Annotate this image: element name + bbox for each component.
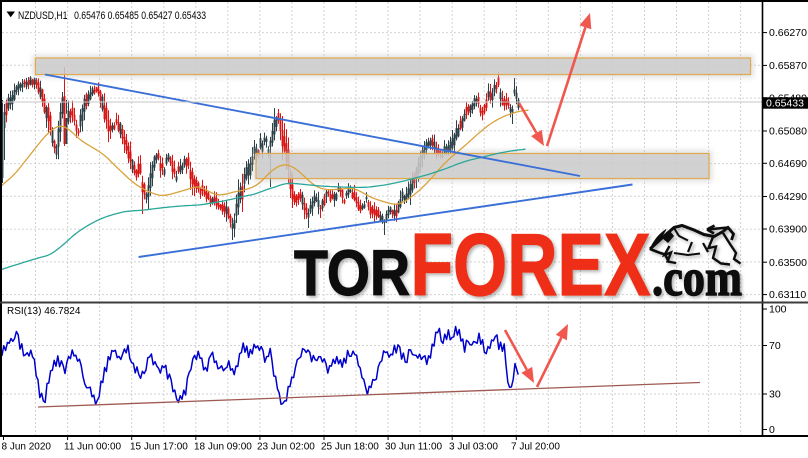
svg-text:FOREX: FOREX <box>411 215 651 314</box>
svg-text:0.63110: 0.63110 <box>769 289 806 301</box>
svg-text:100: 100 <box>769 304 787 316</box>
svg-text:30: 30 <box>769 389 781 401</box>
svg-text:0.64690: 0.64690 <box>769 158 807 170</box>
svg-text:.com: .com <box>652 250 742 307</box>
svg-text:18 Jun 09:00: 18 Jun 09:00 <box>194 442 252 453</box>
svg-text:0.63900: 0.63900 <box>769 224 807 236</box>
svg-text:70: 70 <box>769 340 781 352</box>
svg-text:7 Jul 20:00: 7 Jul 20:00 <box>511 442 560 453</box>
svg-text:RSI(13) 46.7824: RSI(13) 46.7824 <box>7 306 81 317</box>
svg-text:15 Jun 17:00: 15 Jun 17:00 <box>130 442 188 453</box>
svg-text:3 Jul 03:00: 3 Jul 03:00 <box>449 442 498 453</box>
svg-text:0.66270: 0.66270 <box>769 27 807 39</box>
svg-text:0.63500: 0.63500 <box>769 257 807 269</box>
svg-text:30 Jun 11:00: 30 Jun 11:00 <box>385 442 443 453</box>
svg-text:23 Jun 02:00: 23 Jun 02:00 <box>257 442 315 453</box>
svg-text:NZDUSD,H1 0.65476 0.65485 0.6: NZDUSD,H1 0.65476 0.65485 0.65427 0.6543… <box>18 10 206 22</box>
svg-text:0: 0 <box>769 424 775 436</box>
svg-text:8 Jun 2020: 8 Jun 2020 <box>2 442 52 453</box>
svg-text:25 Jun 18:00: 25 Jun 18:00 <box>321 442 379 453</box>
svg-text:TOR: TOR <box>294 237 410 309</box>
svg-text:0.65080: 0.65080 <box>769 126 807 138</box>
svg-text:0.64290: 0.64290 <box>769 191 807 203</box>
svg-text:0.65433: 0.65433 <box>766 98 804 110</box>
svg-text:0.65870: 0.65870 <box>769 60 807 72</box>
svg-text:11 Jun 00:00: 11 Jun 00:00 <box>64 442 122 453</box>
